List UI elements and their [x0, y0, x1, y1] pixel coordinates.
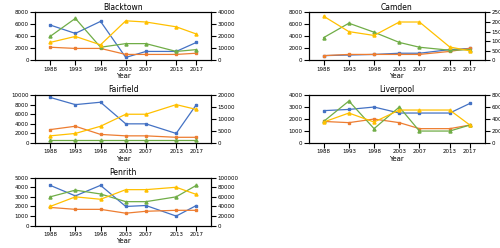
Title: Liverpool: Liverpool: [379, 85, 414, 94]
X-axis label: Year: Year: [390, 156, 404, 162]
X-axis label: Year: Year: [390, 73, 404, 79]
Title: Penrith: Penrith: [110, 168, 137, 177]
X-axis label: Year: Year: [116, 238, 130, 244]
Title: Fairfield: Fairfield: [108, 85, 138, 94]
X-axis label: Year: Year: [116, 73, 130, 79]
Legend: builtup, soil, water, vegetation: builtup, soil, water, vegetation: [321, 183, 381, 221]
X-axis label: Year: Year: [116, 156, 130, 162]
Title: Blacktown: Blacktown: [104, 3, 143, 12]
Title: Camden: Camden: [381, 3, 412, 12]
